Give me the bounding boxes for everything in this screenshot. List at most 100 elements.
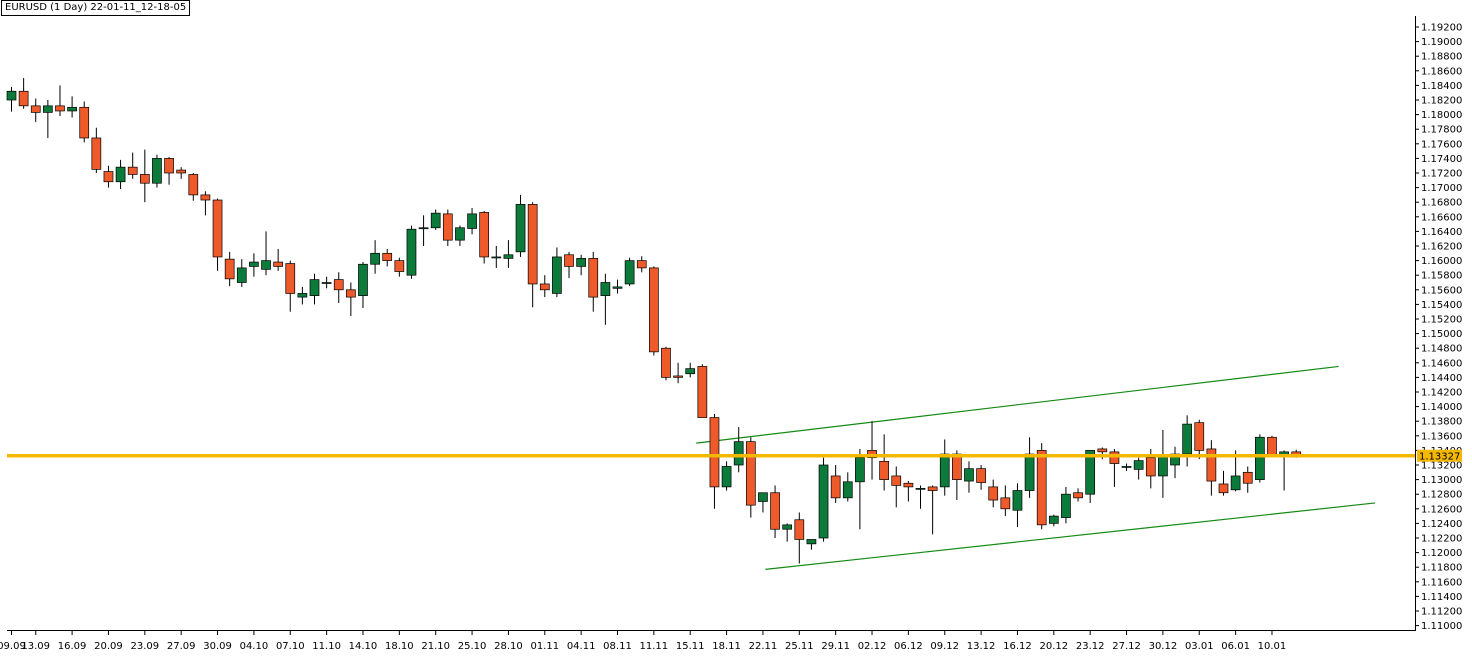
bull-candle-body <box>1012 490 1023 511</box>
time-tick-label: 04.10 <box>240 641 269 652</box>
bull-candle-body <box>418 227 429 230</box>
time-tick-label: 27.09 <box>167 641 196 652</box>
bull-candle-body <box>1182 423 1192 455</box>
candle <box>309 273 320 305</box>
bull-candle-body <box>309 279 320 296</box>
price-tick-label: 1.16000 <box>1421 256 1462 267</box>
candle <box>806 539 817 550</box>
candle <box>127 152 138 179</box>
time-tick-label: 04.11 <box>567 641 596 652</box>
bull-candle-body <box>782 524 793 530</box>
candle <box>430 209 441 230</box>
time-tick-label: 06.01 <box>1221 641 1250 652</box>
candle <box>91 127 102 173</box>
channel-line <box>696 365 1339 444</box>
price-tick-label: 1.11600 <box>1421 577 1462 588</box>
candle <box>782 523 793 542</box>
bear-candle-body <box>18 90 29 107</box>
candle <box>1194 419 1205 460</box>
time-tick-label: 13.09 <box>21 641 50 652</box>
bull-candle-body <box>685 368 696 375</box>
price-tick-label: 1.15600 <box>1421 285 1462 296</box>
time-tick-label: 15.11 <box>676 641 705 652</box>
bear-candle-body <box>188 174 199 196</box>
bear-candle-body <box>139 174 150 184</box>
candle <box>503 240 514 268</box>
candle <box>721 461 732 491</box>
bear-candle-body <box>770 492 780 530</box>
price-tick-label: 1.13800 <box>1421 417 1462 428</box>
time-tick-label: 11.10 <box>312 641 341 652</box>
bear-candle-body <box>346 289 356 298</box>
candle <box>576 254 586 276</box>
bear-candle-body <box>539 283 550 291</box>
bear-candle-body <box>527 204 538 285</box>
candle <box>164 156 174 185</box>
candle <box>18 78 29 109</box>
bear-candle-body <box>479 212 490 258</box>
price-tick-label: 1.14600 <box>1421 358 1462 369</box>
bull-candle-body <box>1061 493 1071 518</box>
bull-candle-body <box>964 468 974 482</box>
candle <box>1242 466 1253 493</box>
bull-candle-body <box>1230 475 1241 491</box>
bull-candle-body <box>515 204 526 253</box>
bear-candle-body <box>103 171 114 183</box>
bear-candle-body <box>1145 457 1156 477</box>
candle <box>224 251 235 287</box>
bull-candle-body <box>455 227 465 241</box>
current-price-tag: 1.13327 <box>1417 449 1462 463</box>
bear-candle-body <box>1097 448 1108 453</box>
time-tick-label: 20.12 <box>1039 641 1068 652</box>
time-tick-label: 25.11 <box>785 641 814 652</box>
bull-candle-body <box>1133 460 1144 470</box>
bull-candle-body <box>552 256 562 294</box>
price-tick-label: 1.12200 <box>1421 534 1462 545</box>
price-tick-label: 1.11800 <box>1421 563 1462 574</box>
candle <box>661 346 671 381</box>
price-tick-label: 1.17200 <box>1421 169 1462 180</box>
bear-candle-body <box>333 279 344 291</box>
candle <box>418 215 429 246</box>
bear-candle-body <box>273 261 283 267</box>
current-price-label: 1.13327 <box>1419 452 1460 463</box>
candle <box>564 251 574 279</box>
candle <box>624 257 635 287</box>
price-tick-label: 1.18800 <box>1421 52 1462 63</box>
price-tick-label: 1.11000 <box>1421 621 1462 632</box>
time-tick-label: 28.10 <box>494 641 523 652</box>
bear-candle-body <box>394 260 405 272</box>
bull-candle-body <box>1255 436 1265 480</box>
bear-candle-body <box>976 468 986 483</box>
bear-candle-body <box>55 105 65 112</box>
bull-candle-body <box>430 212 441 229</box>
bull-candle-body <box>624 260 635 285</box>
bull-candle-body <box>1024 453 1035 491</box>
time-tick-label: 09.12 <box>930 641 959 652</box>
bull-candle-body <box>855 457 865 483</box>
candle <box>79 101 90 143</box>
price-tick-label: 1.15800 <box>1421 271 1462 282</box>
candle <box>346 282 356 317</box>
bear-candle-body <box>285 263 296 294</box>
candle <box>176 167 187 179</box>
bull-candle-body <box>600 282 611 296</box>
candle <box>200 191 211 216</box>
candle <box>103 165 114 188</box>
price-tick-label: 1.16400 <box>1421 227 1462 238</box>
price-tick-label: 1.12000 <box>1421 548 1462 559</box>
price-tick-label: 1.18200 <box>1421 96 1462 107</box>
time-tick-label: 22.11 <box>749 641 778 652</box>
time-tick-label: 07.10 <box>276 641 305 652</box>
price-tick-label: 1.18000 <box>1421 110 1462 121</box>
price-tick-label: 1.18400 <box>1421 81 1462 92</box>
candle <box>515 194 526 257</box>
candle <box>261 231 271 276</box>
candle <box>745 437 756 518</box>
price-tick-label: 1.12800 <box>1421 490 1462 501</box>
candle <box>891 466 902 508</box>
bear-candle-body <box>1242 471 1253 484</box>
candle <box>321 276 332 289</box>
price-tick-label: 1.16800 <box>1421 198 1462 209</box>
